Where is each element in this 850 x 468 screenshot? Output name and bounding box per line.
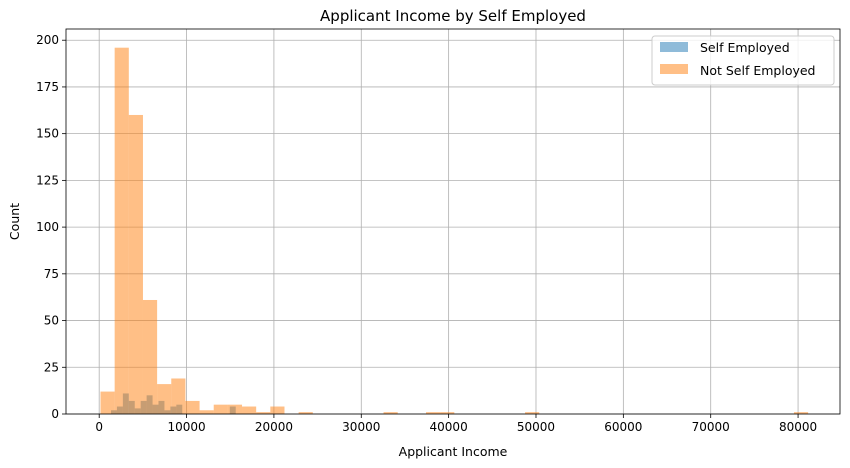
y-tick-label: 125: [36, 173, 59, 187]
y-tick-label: 25: [44, 360, 59, 374]
legend-label-not-self-employed: Not Self Employed: [700, 63, 816, 78]
histogram-bar-series-1: [100, 391, 115, 414]
histogram-bar-series-1: [270, 406, 285, 414]
x-tick-label: 0: [95, 420, 103, 434]
x-tick-label: 40000: [430, 420, 468, 434]
legend: Self Employed Not Self Employed: [651, 35, 835, 86]
x-axis-label: Applicant Income: [399, 444, 508, 459]
histogram-bar-series-1: [142, 299, 158, 414]
histogram-bar-series-1: [227, 404, 243, 414]
histogram-bar-series-1: [128, 114, 143, 414]
histogram-bar-series-1: [213, 404, 228, 414]
x-tick-label: 50000: [517, 420, 555, 434]
x-tick-label: 60000: [604, 420, 642, 434]
legend-swatch-not-self-employed: [660, 64, 688, 74]
histogram-bar-series-1: [793, 412, 809, 414]
y-tick-label: 150: [36, 127, 59, 141]
histogram-bar-series-1: [171, 378, 186, 414]
y-tick-label: 200: [36, 33, 59, 47]
y-axis-label: Count: [7, 203, 22, 240]
x-tick-label: 20000: [255, 420, 293, 434]
y-tick-label: 175: [36, 80, 59, 94]
histogram-bar-series-1: [114, 47, 129, 414]
x-tick-label: 10000: [167, 420, 205, 434]
x-tick-label: 80000: [779, 420, 817, 434]
histogram-bar-series-1: [256, 412, 271, 414]
histogram-bar-series-1: [426, 412, 441, 414]
histogram-bar-series-1: [525, 412, 540, 414]
chart-title: Applicant Income by Self Employed: [320, 7, 586, 25]
x-tick-label: 70000: [692, 420, 730, 434]
y-tick-label: 0: [51, 407, 59, 421]
legend-swatch-self-employed: [660, 42, 688, 52]
histogram-bar-series-1: [157, 384, 172, 414]
histogram-bar-series-1: [199, 410, 214, 414]
y-axis-ticks: 0 25 50 75 100 125 150 175 200: [36, 33, 66, 421]
y-tick-label: 100: [36, 220, 59, 234]
histogram-bar-series-1: [298, 412, 313, 414]
histogram-bar-series-1: [185, 400, 200, 414]
legend-label-self-employed: Self Employed: [700, 40, 790, 55]
y-tick-label: 75: [44, 267, 59, 281]
histogram-bar-series-1: [242, 406, 257, 414]
y-tick-label: 50: [44, 314, 59, 328]
histogram-bar-series-1: [383, 412, 398, 414]
histogram-bar-series-1: [440, 412, 455, 414]
grid-lines: [66, 29, 840, 415]
legend-box: [651, 35, 835, 86]
x-axis-ticks: 0 10000 20000 30000 40000 50000 60000 70000 8000…: [95, 414, 817, 434]
bars-layer: [100, 47, 809, 414]
x-tick-label: 30000: [342, 420, 380, 434]
plot-frame: [65, 28, 841, 415]
